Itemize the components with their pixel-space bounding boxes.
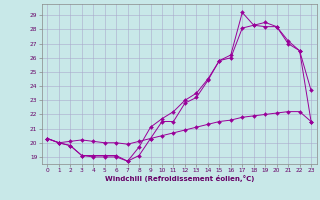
X-axis label: Windchill (Refroidissement éolien,°C): Windchill (Refroidissement éolien,°C) — [105, 175, 254, 182]
